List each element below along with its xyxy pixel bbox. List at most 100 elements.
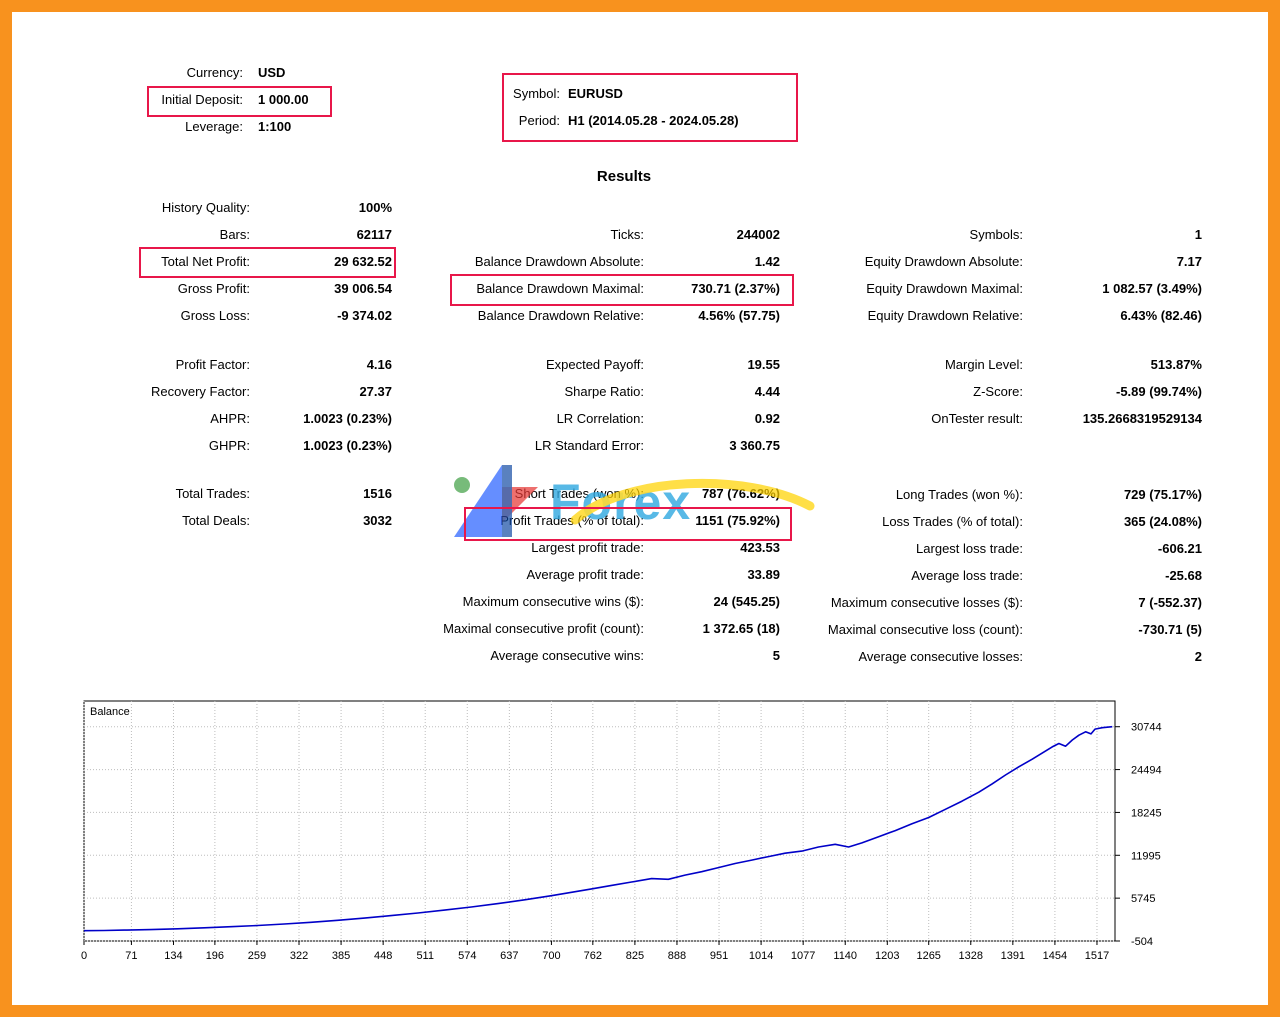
x-tick-label: 888 xyxy=(668,950,686,962)
stat-gap xyxy=(410,329,780,351)
stat-label: Equity Drawdown Maximal: xyxy=(866,281,1023,296)
stat-label: Maximum consecutive wins ($): xyxy=(462,594,644,609)
stat-value: 100% xyxy=(358,200,392,215)
stat-value: 1 082.57 (3.49%) xyxy=(1102,281,1202,296)
stat-value: 1151 (75.92%) xyxy=(695,513,780,528)
stat-label: Bars: xyxy=(219,227,250,242)
x-tick-label: 511 xyxy=(416,950,434,962)
stat-value: 729 (75.17%) xyxy=(1123,486,1202,502)
stat-label: Maximum consecutive losses ($): xyxy=(830,594,1023,610)
y-tick-label: 30744 xyxy=(1131,722,1162,734)
stat-value: 24 (545.25) xyxy=(713,594,781,609)
stat-label: Loss Trades (% of total): xyxy=(882,513,1023,529)
stat-row: Sharpe Ratio: 4.44 xyxy=(410,378,781,405)
period-value: H1 (2014.05.28 - 2024.05.28) xyxy=(568,113,739,128)
x-tick-label: 1265 xyxy=(916,950,940,962)
stat-value: 39 006.54 xyxy=(334,281,392,296)
results-title: Results xyxy=(596,168,652,185)
stat-value: 27.37 xyxy=(359,383,392,399)
stat-value: 1.0023 (0.23%) xyxy=(303,437,392,453)
stat-row: LR Correlation: 0.92 xyxy=(410,405,780,432)
currency-row: Currency: USD xyxy=(143,59,286,86)
stat-label: Gross Profit: xyxy=(177,281,250,296)
x-tick-label: 637 xyxy=(500,950,518,962)
stat-label: Maximal consecutive loss (count): xyxy=(827,621,1023,637)
leverage-value: 1:100 xyxy=(258,119,292,134)
x-tick-label: 385 xyxy=(332,950,350,962)
stat-value: 3 360.75 xyxy=(729,437,780,453)
stat-row: Expected Payoff: 19.55 xyxy=(410,351,780,378)
stat-row: Margin Level: 513.87% xyxy=(790,351,1202,378)
stat-label: Profit Trades (% of total): xyxy=(500,513,644,528)
stat-gap xyxy=(140,329,392,351)
stat-row: Average consecutive losses: 2 xyxy=(790,643,1202,670)
symbol-label: Symbol: xyxy=(513,86,560,101)
stat-gap xyxy=(790,432,1202,481)
stat-row: Largest loss trade: -606.21 xyxy=(790,535,1202,562)
stat-row: Equity Drawdown Maximal: 1 082.57 (3.49%) xyxy=(790,275,1202,302)
stat-row: AHPR: 1.0023 (0.23%) xyxy=(140,405,392,432)
stat-value: 4.44 xyxy=(754,383,780,399)
stat-label: OnTester result: xyxy=(931,410,1023,426)
stat-value: -25.68 xyxy=(1165,567,1202,583)
x-tick-label: 0 xyxy=(81,950,87,962)
stat-value: 7 (-552.37) xyxy=(1138,594,1202,610)
stat-row: OnTester result: 135.2668319529134 xyxy=(790,405,1202,432)
stat-row: Equity Drawdown Relative: 6.43% (82.46) xyxy=(790,302,1202,329)
stat-row: Maximum consecutive losses ($): 7 (-552.3… xyxy=(790,589,1202,616)
stat-value: 62117 xyxy=(356,227,392,242)
x-tick-label: 1014 xyxy=(749,950,773,962)
stat-row: Short Trades (won %): 787 (76.62%) xyxy=(410,480,780,507)
stat-label: Average consecutive wins: xyxy=(490,648,644,663)
stat-label: Largest profit trade: xyxy=(531,540,644,555)
x-tick-label: 448 xyxy=(374,950,392,962)
stat-label: Average consecutive losses: xyxy=(858,648,1023,664)
stats-column-middle: Ticks: 244002 Balance Drawdown Absolute: 1.… xyxy=(410,221,780,669)
stat-value: 7.17 xyxy=(1176,254,1202,269)
stat-value: 4.56% (57.75) xyxy=(698,308,780,323)
currency-value: USD xyxy=(258,65,286,80)
stat-row: Largest profit trade: 423.53 xyxy=(410,534,780,561)
currency-label: Currency: xyxy=(186,65,243,80)
stat-label: Profit Factor: xyxy=(175,356,250,372)
x-tick-label: 259 xyxy=(248,950,266,962)
stat-row: Long Trades (won %): 729 (75.17%) xyxy=(790,481,1202,508)
symbol-value: EURUSD xyxy=(568,86,623,101)
stat-value: 6.43% (82.46) xyxy=(1120,308,1202,323)
stat-label: GHPR: xyxy=(208,437,250,453)
stat-row: Symbols: 1 xyxy=(790,221,1202,248)
chart-plot-area xyxy=(83,700,1116,942)
stat-label: LR Standard Error: xyxy=(534,437,644,453)
symbol-row: Symbol: EURUSD xyxy=(512,80,623,107)
y-tick-label: 24494 xyxy=(1131,765,1162,777)
stat-row: Average profit trade: 33.89 xyxy=(410,561,780,588)
stat-row: Total Net Profit: 29 632.52 xyxy=(140,248,392,275)
stat-row: Equity Drawdown Absolute: 7.17 xyxy=(790,248,1202,275)
stat-row: LR Standard Error: 3 360.75 xyxy=(410,432,780,459)
stat-label: AHPR: xyxy=(210,410,250,426)
stat-label: Symbols: xyxy=(969,227,1023,242)
initial-deposit-row: Initial Deposit: 1 000.00 xyxy=(143,86,308,113)
x-tick-label: 1203 xyxy=(875,950,899,962)
stat-label: Short Trades (won %): xyxy=(514,486,644,501)
stat-row: Loss Trades (% of total): 365 (24.08%) xyxy=(790,508,1202,535)
x-tick-label: 71 xyxy=(125,950,137,962)
stat-value: 0.92 xyxy=(754,410,780,426)
stat-label: Average profit trade: xyxy=(526,567,644,582)
stat-value: 787 (76.62%) xyxy=(701,486,780,501)
stat-gap xyxy=(140,459,392,481)
x-tick-label: 196 xyxy=(206,950,224,962)
x-tick-label: 322 xyxy=(290,950,308,962)
stat-label: Margin Level: xyxy=(944,356,1023,372)
y-tick-label: 5745 xyxy=(1131,893,1155,905)
stat-label: History Quality: xyxy=(161,200,250,215)
stat-label: Equity Drawdown Absolute: xyxy=(864,254,1023,269)
stat-row: Balance Drawdown Relative: 4.56% (57.75) xyxy=(410,302,780,329)
stat-value: 1 372.65 (18) xyxy=(702,621,780,636)
stat-row: Ticks: 244002 xyxy=(410,221,780,248)
stat-row: Recovery Factor: 27.37 xyxy=(140,378,392,405)
period-label: Period: xyxy=(518,113,560,128)
stat-value: 365 (24.08%) xyxy=(1123,513,1202,529)
stat-label: Z-Score: xyxy=(973,383,1023,399)
stat-row: Balance Drawdown Maximal: 730.71 (2.37%) xyxy=(410,275,780,302)
